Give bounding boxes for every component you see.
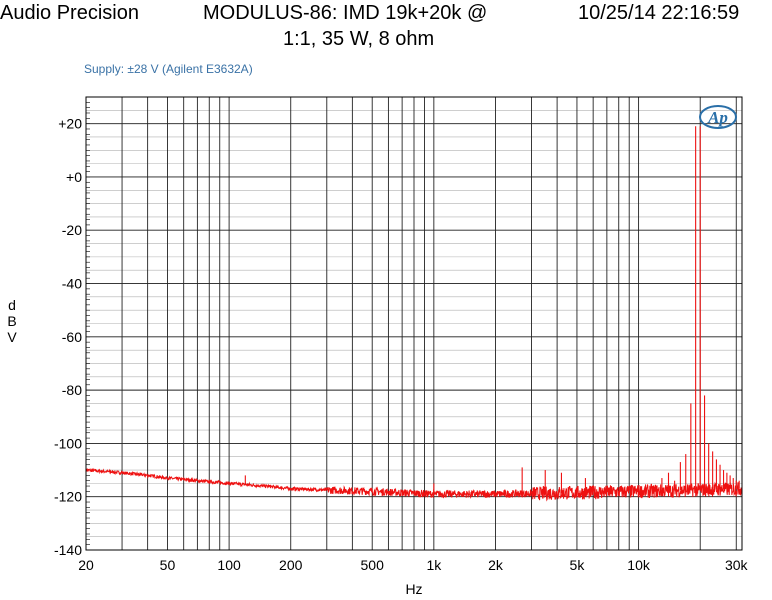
x-tick-label: 50 <box>160 557 176 573</box>
x-tick-label: 200 <box>279 557 303 573</box>
y-tick-label: -60 <box>62 329 82 345</box>
x-axis-label: Hz <box>405 581 422 597</box>
x-tick-label: 20 <box>78 557 94 573</box>
chart-title-line2: 1:1, 35 W, 8 ohm <box>283 28 435 50</box>
y-axis-label: dBV <box>7 297 17 345</box>
y-axis-label-char: d <box>8 297 16 313</box>
plot-frame <box>85 96 743 551</box>
supply-note: Supply: ±28 V (Agilent E3632A) <box>84 62 253 76</box>
svg-text:Ap: Ap <box>707 108 728 127</box>
y-tick-label: -20 <box>62 222 82 238</box>
y-axis-label-char: B <box>7 313 16 329</box>
y-tick-label: -120 <box>54 489 82 505</box>
major-grid <box>86 97 742 550</box>
x-tick-label: 100 <box>217 557 241 573</box>
y-tick-labels: +20 +0 -20 -40 -60 -80 -100 -120 -140 <box>54 116 82 558</box>
timestamp: 10/25/14 22:16:59 <box>578 2 740 24</box>
y-tick-label: -80 <box>62 382 82 398</box>
y-tick-label: +20 <box>58 116 82 132</box>
y-axis-label-char: V <box>7 329 17 345</box>
x-tick-label: 10k <box>627 557 651 573</box>
ap-logo: Ap <box>699 105 737 129</box>
spectrum-trace <box>85 467 743 502</box>
x-tick-label: 500 <box>361 557 385 573</box>
x-tick-label: 5k <box>570 557 586 573</box>
y-tick-label: -40 <box>62 276 82 292</box>
x-tick-label: 2k <box>488 557 504 573</box>
x-tick-labels: 20 50 100 200 500 1k 2k 5k 10k 30k <box>78 557 748 573</box>
brand-label: Audio Precision <box>0 2 139 24</box>
y-tick-label: -140 <box>54 542 82 558</box>
y-tick-label: -100 <box>54 435 82 451</box>
x-tick-label: 30k <box>725 557 749 573</box>
chart-title-line1: MODULUS-86: IMD 19k+20k @ <box>203 2 488 24</box>
x-tick-label: 1k <box>426 557 442 573</box>
y-tick-label: +0 <box>66 169 82 185</box>
plot-lines <box>85 126 743 502</box>
